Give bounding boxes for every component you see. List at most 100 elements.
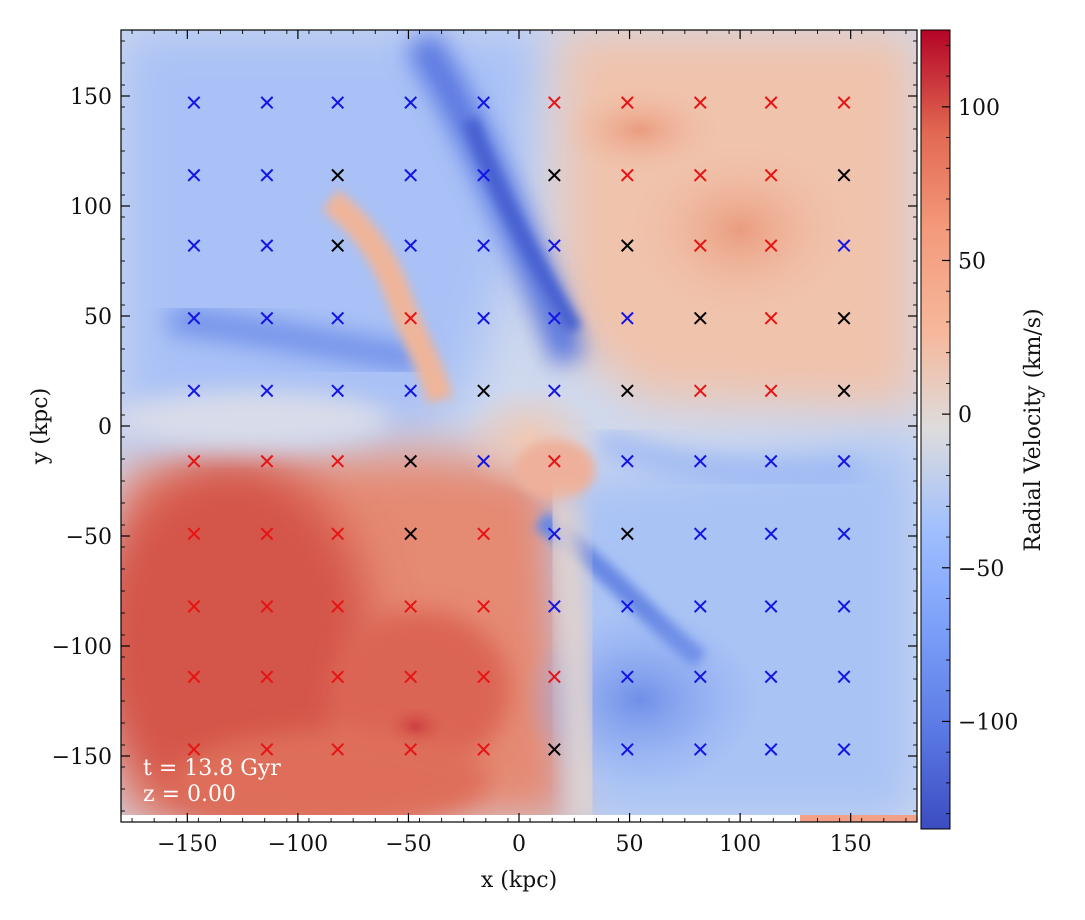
marker-red <box>404 311 418 325</box>
marker-black <box>404 527 418 541</box>
marker-black <box>837 384 851 398</box>
x-tick-label: 50 <box>616 832 644 857</box>
marker-black <box>547 742 561 756</box>
marker-blue <box>547 239 561 253</box>
marker-blue <box>764 527 778 541</box>
marker-blue <box>404 96 418 110</box>
marker-red <box>404 742 418 756</box>
marker-red <box>260 527 274 541</box>
marker-blue <box>404 384 418 398</box>
marker-blue <box>620 742 634 756</box>
marker-blue <box>260 384 274 398</box>
marker-blue <box>187 239 201 253</box>
marker-blue <box>187 96 201 110</box>
marker-blue <box>477 239 491 253</box>
marker-blue <box>620 670 634 684</box>
marker-red <box>260 454 274 468</box>
marker-blue <box>837 742 851 756</box>
marker-blue <box>187 311 201 325</box>
marker-red <box>547 96 561 110</box>
colorbar: −100 −50 0 50 100 Radial Velocity (km/s) <box>920 29 1046 830</box>
marker-blue <box>477 311 491 325</box>
marker-blue <box>764 454 778 468</box>
marker-blue <box>331 384 345 398</box>
marker-blue <box>404 168 418 182</box>
marker-blue <box>620 311 634 325</box>
marker-blue <box>331 311 345 325</box>
marker-red <box>764 311 778 325</box>
colorbar-ticks: −100 −50 0 50 100 <box>942 44 1018 815</box>
marker-red <box>764 239 778 253</box>
marker-red <box>547 670 561 684</box>
colorbar-tick-label: 100 <box>958 96 1000 121</box>
marker-blue <box>837 239 851 253</box>
marker-blue <box>547 384 561 398</box>
marker-red <box>187 670 201 684</box>
marker-red <box>837 96 851 110</box>
marker-red <box>187 454 201 468</box>
marker-red <box>331 599 345 613</box>
marker-red <box>331 670 345 684</box>
marker-blue <box>693 742 707 756</box>
marker-red <box>331 454 345 468</box>
x-tick-label: 0 <box>512 832 526 857</box>
colorbar-tick-label: −50 <box>958 557 1004 582</box>
marker-blue <box>477 96 491 110</box>
marker-red <box>260 670 274 684</box>
colorbar-strip <box>920 29 951 830</box>
colorbar-label: Radial Velocity (km/s) <box>1021 308 1046 551</box>
marker-blue <box>693 527 707 541</box>
marker-red <box>187 599 201 613</box>
marker-red <box>187 742 201 756</box>
marker-red <box>477 742 491 756</box>
marker-black <box>404 454 418 468</box>
marker-red <box>404 670 418 684</box>
marker-blue <box>260 168 274 182</box>
marker-red <box>764 384 778 398</box>
marker-black <box>547 168 561 182</box>
marker-black <box>620 384 634 398</box>
y-tick-label: 0 <box>98 415 112 440</box>
marker-black <box>837 168 851 182</box>
marker-black <box>620 527 634 541</box>
marker-red <box>404 599 418 613</box>
marker-black <box>331 168 345 182</box>
marker-red <box>260 599 274 613</box>
x-tick-label: −150 <box>157 832 217 857</box>
marker-blue <box>404 239 418 253</box>
marker-blue <box>331 96 345 110</box>
marker-blue <box>547 311 561 325</box>
marker-red <box>187 527 201 541</box>
axis-ticks: −150 −100 −50 0 50 100 150 −150 −100 −50 0 50 100 150 <box>52 30 917 857</box>
marker-red <box>693 96 707 110</box>
marker-black <box>331 239 345 253</box>
marker-red <box>764 96 778 110</box>
y-tick-label: −150 <box>52 745 112 770</box>
marker-blue <box>547 599 561 613</box>
marker-blue <box>837 454 851 468</box>
marker-blue <box>837 599 851 613</box>
marker-red <box>477 599 491 613</box>
marker-red <box>260 742 274 756</box>
marker-blue <box>693 670 707 684</box>
y-tick-label: 150 <box>70 85 112 110</box>
marker-blue <box>764 599 778 613</box>
marker-blue <box>260 311 274 325</box>
y-tick-label: 100 <box>70 195 112 220</box>
y-axis-label: y (kpc) <box>28 388 53 465</box>
colorbar-tick-label: 0 <box>958 403 972 428</box>
marker-red <box>693 168 707 182</box>
x-tick-label: 100 <box>719 832 761 857</box>
marker-black <box>477 384 491 398</box>
marker-blue <box>837 670 851 684</box>
marker-red <box>477 527 491 541</box>
marker-blue <box>187 168 201 182</box>
marker-red <box>764 168 778 182</box>
marker-blue <box>187 384 201 398</box>
marker-blue <box>260 96 274 110</box>
marker-red <box>693 384 707 398</box>
velocity-heatmap <box>121 30 917 822</box>
y-tick-label: −100 <box>52 635 112 660</box>
marker-blue <box>764 742 778 756</box>
